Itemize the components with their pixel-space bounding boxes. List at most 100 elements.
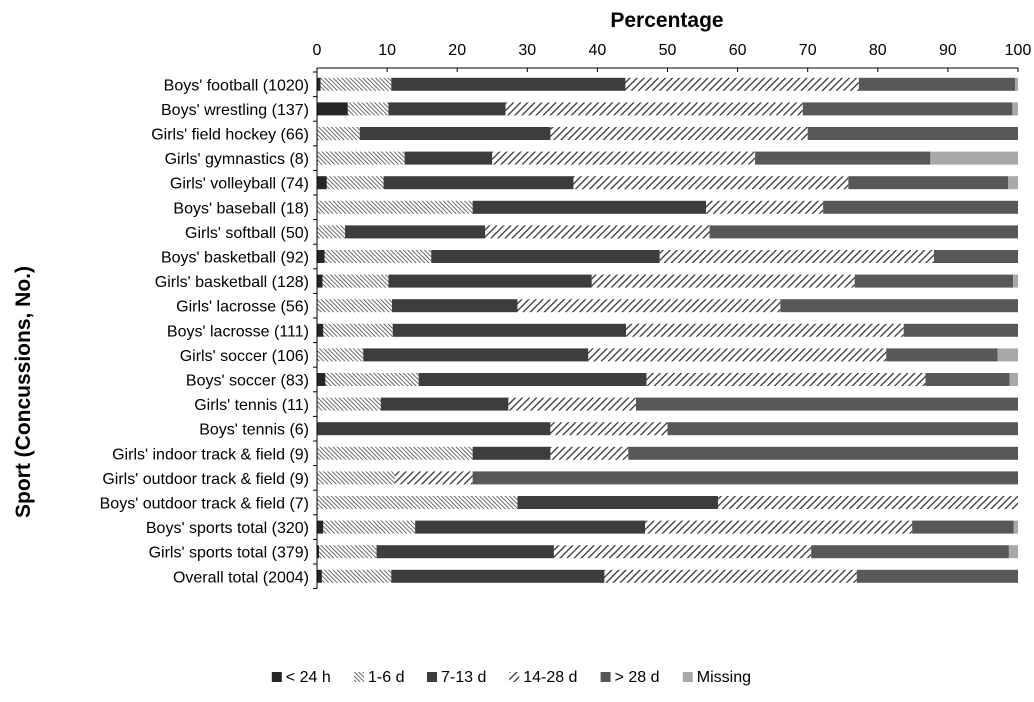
legend-swatch (682, 672, 693, 682)
category-label: Boys' lacrosse (111) (167, 323, 309, 340)
bar-segment (317, 102, 348, 116)
bar-segment (517, 496, 718, 509)
bar-segment (347, 102, 389, 116)
bar-segment (322, 274, 389, 288)
legend-item: 7-13 d (427, 669, 486, 686)
bar-segment (325, 373, 419, 386)
category-label: Boys' baseball (18) (173, 200, 309, 217)
legend-label: Missing (697, 669, 751, 686)
bar-segment (635, 397, 1018, 411)
bar-segment (933, 250, 1018, 263)
bar-segment (317, 225, 346, 239)
bar-segment (807, 127, 1018, 140)
bar-segment (317, 569, 322, 583)
bar-segment (550, 127, 808, 140)
x-tick-label: 50 (659, 42, 677, 59)
bar-segment (930, 151, 1018, 165)
legend-label: < 24 h (286, 669, 331, 686)
category-label: Girls' gymnastics (8) (165, 151, 309, 168)
bar-segment (903, 323, 1018, 337)
bar-segment (1013, 274, 1018, 288)
chart-title: Percentage (610, 9, 723, 32)
bar-segment (363, 348, 589, 362)
bar-segment (667, 422, 1018, 436)
legend-swatch (509, 672, 520, 682)
category-label: Boys' wrestling (137) (161, 102, 309, 119)
bar-segment (485, 225, 710, 239)
legend-item: > 28 d (600, 669, 660, 686)
legend-label: 1-6 d (368, 669, 404, 686)
bar-segment (317, 446, 473, 460)
bar-segment (492, 151, 756, 165)
bar-segment (1008, 176, 1018, 190)
bar-segment (1012, 102, 1018, 116)
bar-segment (323, 520, 416, 534)
legend-swatch (271, 672, 282, 682)
category-label: Girls' softball (50) (185, 225, 309, 242)
bar-segment (573, 176, 849, 190)
legend-item: 14-28 d (509, 669, 577, 686)
bar-segment (392, 299, 518, 313)
bar-segment (886, 348, 998, 362)
bar-segment (709, 225, 1018, 239)
bar-segment (394, 471, 473, 485)
x-tick-label: 90 (939, 42, 957, 59)
bar-segment (505, 102, 803, 116)
bar-segment (323, 323, 393, 337)
legend-swatch (427, 672, 437, 682)
bar-segment (404, 151, 493, 165)
legend-item: Missing (682, 669, 751, 686)
bar-segment (345, 225, 486, 239)
bar-segment (317, 77, 321, 91)
category-label: Boys' soccer (83) (186, 373, 309, 390)
bar-segment (626, 323, 904, 337)
bar-segment (317, 127, 360, 140)
x-tick-label: 60 (729, 42, 747, 59)
category-label: Boys' outdoor track & field (7) (100, 496, 309, 513)
bar-segment (508, 397, 636, 411)
bar-segment (391, 77, 626, 91)
bar-segment (659, 250, 934, 263)
category-label: Girls' lacrosse (56) (176, 299, 309, 316)
bar-segment (380, 397, 509, 411)
bar-segment (1015, 77, 1018, 91)
x-tick-label: 70 (799, 42, 817, 59)
bar-segment (848, 176, 1009, 190)
bar-segment (472, 200, 707, 214)
bar-segment (780, 299, 1018, 313)
bar-segment (925, 373, 1010, 386)
category-label: Overall total (2004) (173, 569, 309, 586)
bar-segment (912, 520, 1014, 534)
bar-segment (317, 323, 324, 337)
bar-segment (823, 200, 1018, 214)
x-tick-label: 40 (589, 42, 607, 59)
bar-segment (320, 77, 392, 91)
bar-segment (317, 520, 324, 534)
bar-segment (326, 176, 384, 190)
bar-segment (1009, 373, 1018, 386)
bar-segment (856, 569, 1018, 583)
category-label: Girls' basketball (128) (155, 274, 309, 291)
legend-label: 7-13 d (441, 669, 486, 686)
x-tick-label: 80 (869, 42, 887, 59)
legend-label: > 28 d (615, 669, 660, 686)
bar-segment (324, 250, 432, 263)
bar-segment (858, 77, 1016, 91)
bar-segment (645, 520, 913, 534)
category-label: Boys' sports total (320) (146, 520, 309, 537)
category-label: Girls' field hockey (66) (151, 127, 309, 144)
x-tick-label: 30 (518, 42, 536, 59)
bar-segment (588, 348, 887, 362)
bar-segment (317, 471, 395, 485)
bar-segment (392, 323, 627, 337)
bar-segment (431, 250, 660, 263)
bar-segment (717, 496, 1018, 509)
bar-segment (317, 299, 393, 313)
x-axis-ticks: 0 10 20 30 40 50 60 70 80 90 100 (313, 42, 1031, 72)
bar-segment (317, 545, 320, 559)
bar-group (317, 77, 1018, 583)
category-label: Girls' volleyball (74) (170, 176, 309, 193)
bar-segment (388, 274, 592, 288)
bar-segment (317, 274, 323, 288)
